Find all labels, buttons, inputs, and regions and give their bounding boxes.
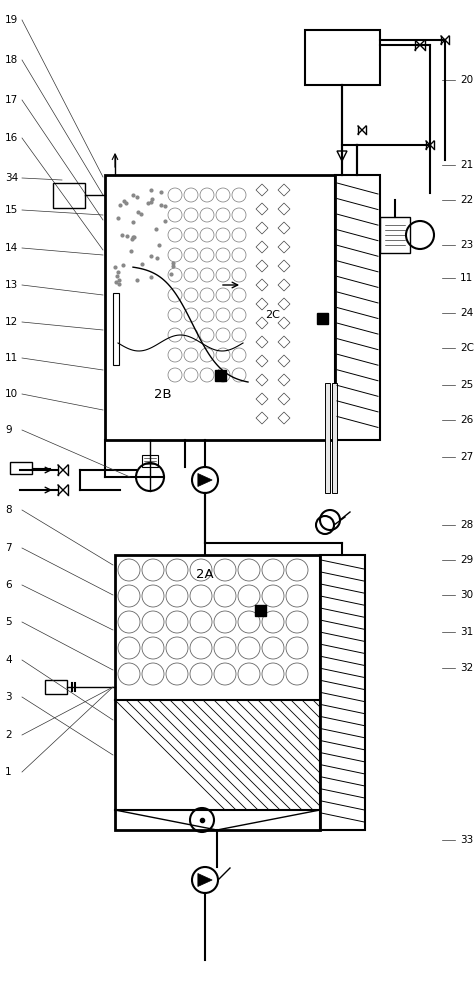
Text: 2: 2 bbox=[5, 730, 11, 740]
Polygon shape bbox=[198, 474, 212, 487]
Bar bbox=[319, 555, 364, 830]
Text: 6: 6 bbox=[5, 580, 11, 590]
Text: 27: 27 bbox=[459, 452, 472, 462]
Text: 11: 11 bbox=[459, 273, 472, 283]
Text: 23: 23 bbox=[459, 240, 472, 250]
Text: 3: 3 bbox=[5, 692, 11, 702]
Text: 4: 4 bbox=[5, 655, 11, 665]
Bar bbox=[45, 680, 67, 694]
Text: 2C: 2C bbox=[459, 343, 473, 353]
Text: 12: 12 bbox=[5, 317, 18, 327]
Text: 2B: 2B bbox=[154, 388, 171, 401]
Text: 1: 1 bbox=[5, 767, 11, 777]
Text: 8: 8 bbox=[5, 505, 11, 515]
Text: 22: 22 bbox=[459, 195, 472, 205]
Text: 10: 10 bbox=[5, 389, 18, 399]
Text: 15: 15 bbox=[5, 205, 18, 215]
Bar bbox=[10, 462, 32, 474]
Bar bbox=[215, 370, 226, 381]
Text: 11: 11 bbox=[5, 353, 18, 363]
Text: 18: 18 bbox=[5, 55, 18, 65]
Bar bbox=[53, 183, 85, 208]
Text: 2C: 2C bbox=[265, 310, 280, 320]
Bar bbox=[255, 605, 266, 616]
Text: 34: 34 bbox=[5, 173, 18, 183]
Text: 30: 30 bbox=[459, 590, 472, 600]
Bar bbox=[334, 175, 379, 440]
Text: 25: 25 bbox=[459, 380, 472, 390]
Text: 9: 9 bbox=[5, 425, 11, 435]
Text: 28: 28 bbox=[459, 520, 472, 530]
Bar bbox=[317, 313, 327, 324]
Text: 13: 13 bbox=[5, 280, 18, 290]
Text: 24: 24 bbox=[459, 308, 472, 318]
Text: 16: 16 bbox=[5, 133, 18, 143]
Text: 7: 7 bbox=[5, 543, 11, 553]
Text: 21: 21 bbox=[459, 160, 472, 170]
Bar bbox=[324, 383, 329, 493]
Text: 17: 17 bbox=[5, 95, 18, 105]
Text: 32: 32 bbox=[459, 663, 472, 673]
Bar bbox=[304, 30, 379, 85]
Polygon shape bbox=[198, 874, 212, 886]
Bar bbox=[105, 175, 334, 440]
Text: 2A: 2A bbox=[196, 568, 213, 582]
Bar bbox=[115, 555, 319, 830]
Text: 31: 31 bbox=[459, 627, 472, 637]
Bar bbox=[113, 293, 119, 365]
Text: 20: 20 bbox=[459, 75, 472, 85]
Text: 14: 14 bbox=[5, 243, 18, 253]
Bar bbox=[331, 383, 336, 493]
Text: 29: 29 bbox=[459, 555, 472, 565]
Text: 33: 33 bbox=[459, 835, 472, 845]
Text: 5: 5 bbox=[5, 617, 11, 627]
Text: 19: 19 bbox=[5, 15, 18, 25]
Text: 26: 26 bbox=[459, 415, 472, 425]
Bar bbox=[142, 455, 158, 467]
Bar bbox=[379, 217, 409, 253]
